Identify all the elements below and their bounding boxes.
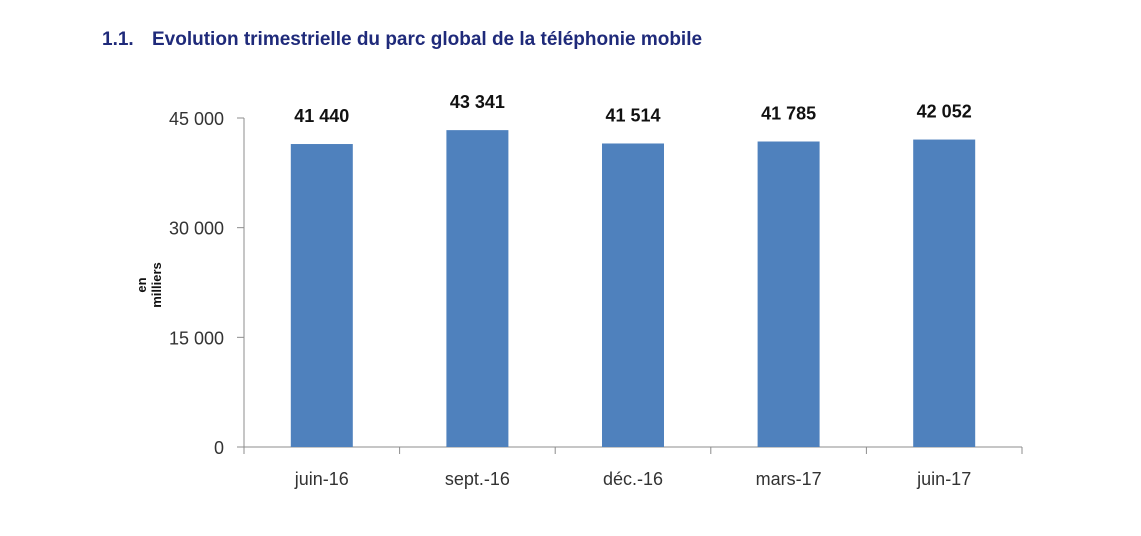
bar xyxy=(290,144,353,447)
y-tick-label: 15 000 xyxy=(169,328,224,348)
category-labels: juin-16 sept.-16 déc.-16 mars-17 juin-17 xyxy=(294,469,971,489)
category-label: juin-17 xyxy=(916,469,971,489)
y-axis-label: enmilliers xyxy=(134,262,164,308)
data-labels: 41 440 43 341 41 514 41 785 42 052 xyxy=(294,92,971,126)
y-axis-label-line: en xyxy=(134,277,149,292)
category-label: mars-17 xyxy=(756,469,822,489)
bars xyxy=(290,130,976,448)
category-label: sept.-16 xyxy=(445,469,510,489)
bar xyxy=(602,143,664,448)
heading-text: Evolution trimestrielle du parc global d… xyxy=(152,29,703,50)
category-label: déc.-16 xyxy=(603,469,663,489)
bar-data-label: 43 341 xyxy=(450,92,505,112)
y-tick-label: 30 000 xyxy=(169,219,224,239)
bar xyxy=(913,139,976,447)
y-axis-ticks: 0 15 000 30 000 45 000 xyxy=(169,109,244,458)
y-axis-label-line: milliers xyxy=(149,262,164,308)
heading-number: 1.1. xyxy=(102,29,134,50)
bar-data-label: 41 440 xyxy=(294,106,349,126)
bar-data-label: 41 514 xyxy=(605,105,660,125)
bar-data-label: 41 785 xyxy=(761,104,816,124)
chart-heading: 1.1. Evolution trimestrielle du parc glob… xyxy=(102,29,702,51)
y-axis-label-text: enmilliers xyxy=(134,262,164,308)
category-label: juin-16 xyxy=(294,469,349,489)
bar xyxy=(757,141,820,447)
bar xyxy=(446,130,509,447)
bar-data-label: 42 052 xyxy=(917,102,972,122)
y-tick-label: 0 xyxy=(214,438,224,458)
y-tick-label: 45 000 xyxy=(169,109,224,129)
